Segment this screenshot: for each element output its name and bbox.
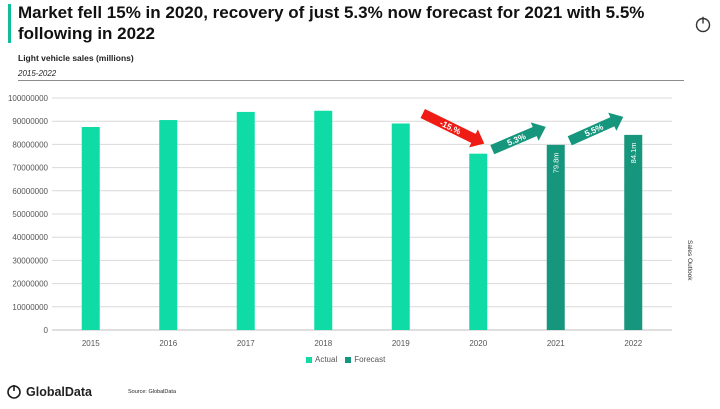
x-tick-label: 2016: [159, 339, 177, 348]
x-tick-label: 2017: [237, 339, 255, 348]
change-arrow-2020-2021-label: 5.3%: [505, 131, 527, 148]
bar-2016: [159, 120, 178, 330]
brand-name: GlobalData: [26, 385, 92, 399]
bar-2018: [314, 110, 333, 330]
y-tick-label: 100000000: [8, 94, 49, 103]
bar-2017: [236, 111, 255, 330]
legend-swatch-actual: [306, 356, 312, 363]
y-tick-label: 10000000: [12, 303, 48, 312]
legend-label-actual: Actual: [315, 355, 338, 364]
x-tick-label: 2015: [82, 339, 100, 348]
legend-swatch-forecast: [345, 356, 352, 363]
x-tick-label: 2018: [314, 339, 332, 348]
x-tick-label: 2021: [547, 339, 565, 348]
bar-2015: [81, 127, 100, 330]
header-divider: [18, 80, 684, 81]
legend-label-forecast: Forecast: [354, 355, 386, 364]
circle-slash-icon: [695, 16, 711, 33]
source-note: Source: GlobalData: [128, 389, 176, 395]
bar-data-label: 84.1m: [629, 142, 638, 163]
title-accent-bar: [8, 4, 11, 43]
y-tick-label: 70000000: [12, 164, 48, 173]
x-tick-label: 2022: [624, 339, 642, 348]
change-arrow-2021-2022: [567, 112, 624, 146]
date-range: 2015-2022: [18, 69, 57, 78]
chart-title: Market fell 15% in 2020, recovery of jus…: [18, 3, 645, 43]
x-tick-label: 2019: [392, 339, 410, 348]
legend-item-actual: Actual: [306, 355, 337, 364]
bar-2022: [624, 134, 643, 330]
change-arrow-2020-2021: [490, 122, 546, 155]
y-tick-label: 60000000: [12, 187, 48, 196]
y-tick-label: 0: [44, 326, 49, 335]
change-arrow-2019-2020: [420, 109, 485, 148]
y-tick-label: 30000000: [12, 256, 48, 265]
change-arrow-2019-2020-label: -15.%: [438, 118, 463, 137]
y-tick-label: 50000000: [12, 210, 48, 219]
y-tick-label: 80000000: [12, 140, 48, 149]
x-tick-label: 2020: [469, 339, 487, 348]
globaldata-logo: GlobalData: [6, 384, 92, 400]
globaldata-logo-icon: [7, 385, 21, 399]
y-tick-label: 20000000: [12, 280, 48, 289]
bar-2021: [546, 144, 565, 330]
chart-subtitle: Light vehicle sales (millions): [18, 53, 134, 63]
bar-data-label: 79.8m: [552, 152, 561, 173]
bar-2020: [469, 153, 488, 330]
side-label: Sales Outlook: [686, 240, 693, 281]
legend-item-forecast: Forecast: [345, 355, 385, 364]
y-tick-label: 40000000: [12, 233, 48, 242]
bar-2019: [391, 123, 410, 331]
y-tick-label: 90000000: [12, 117, 48, 126]
legend: Actual Forecast: [306, 355, 393, 364]
